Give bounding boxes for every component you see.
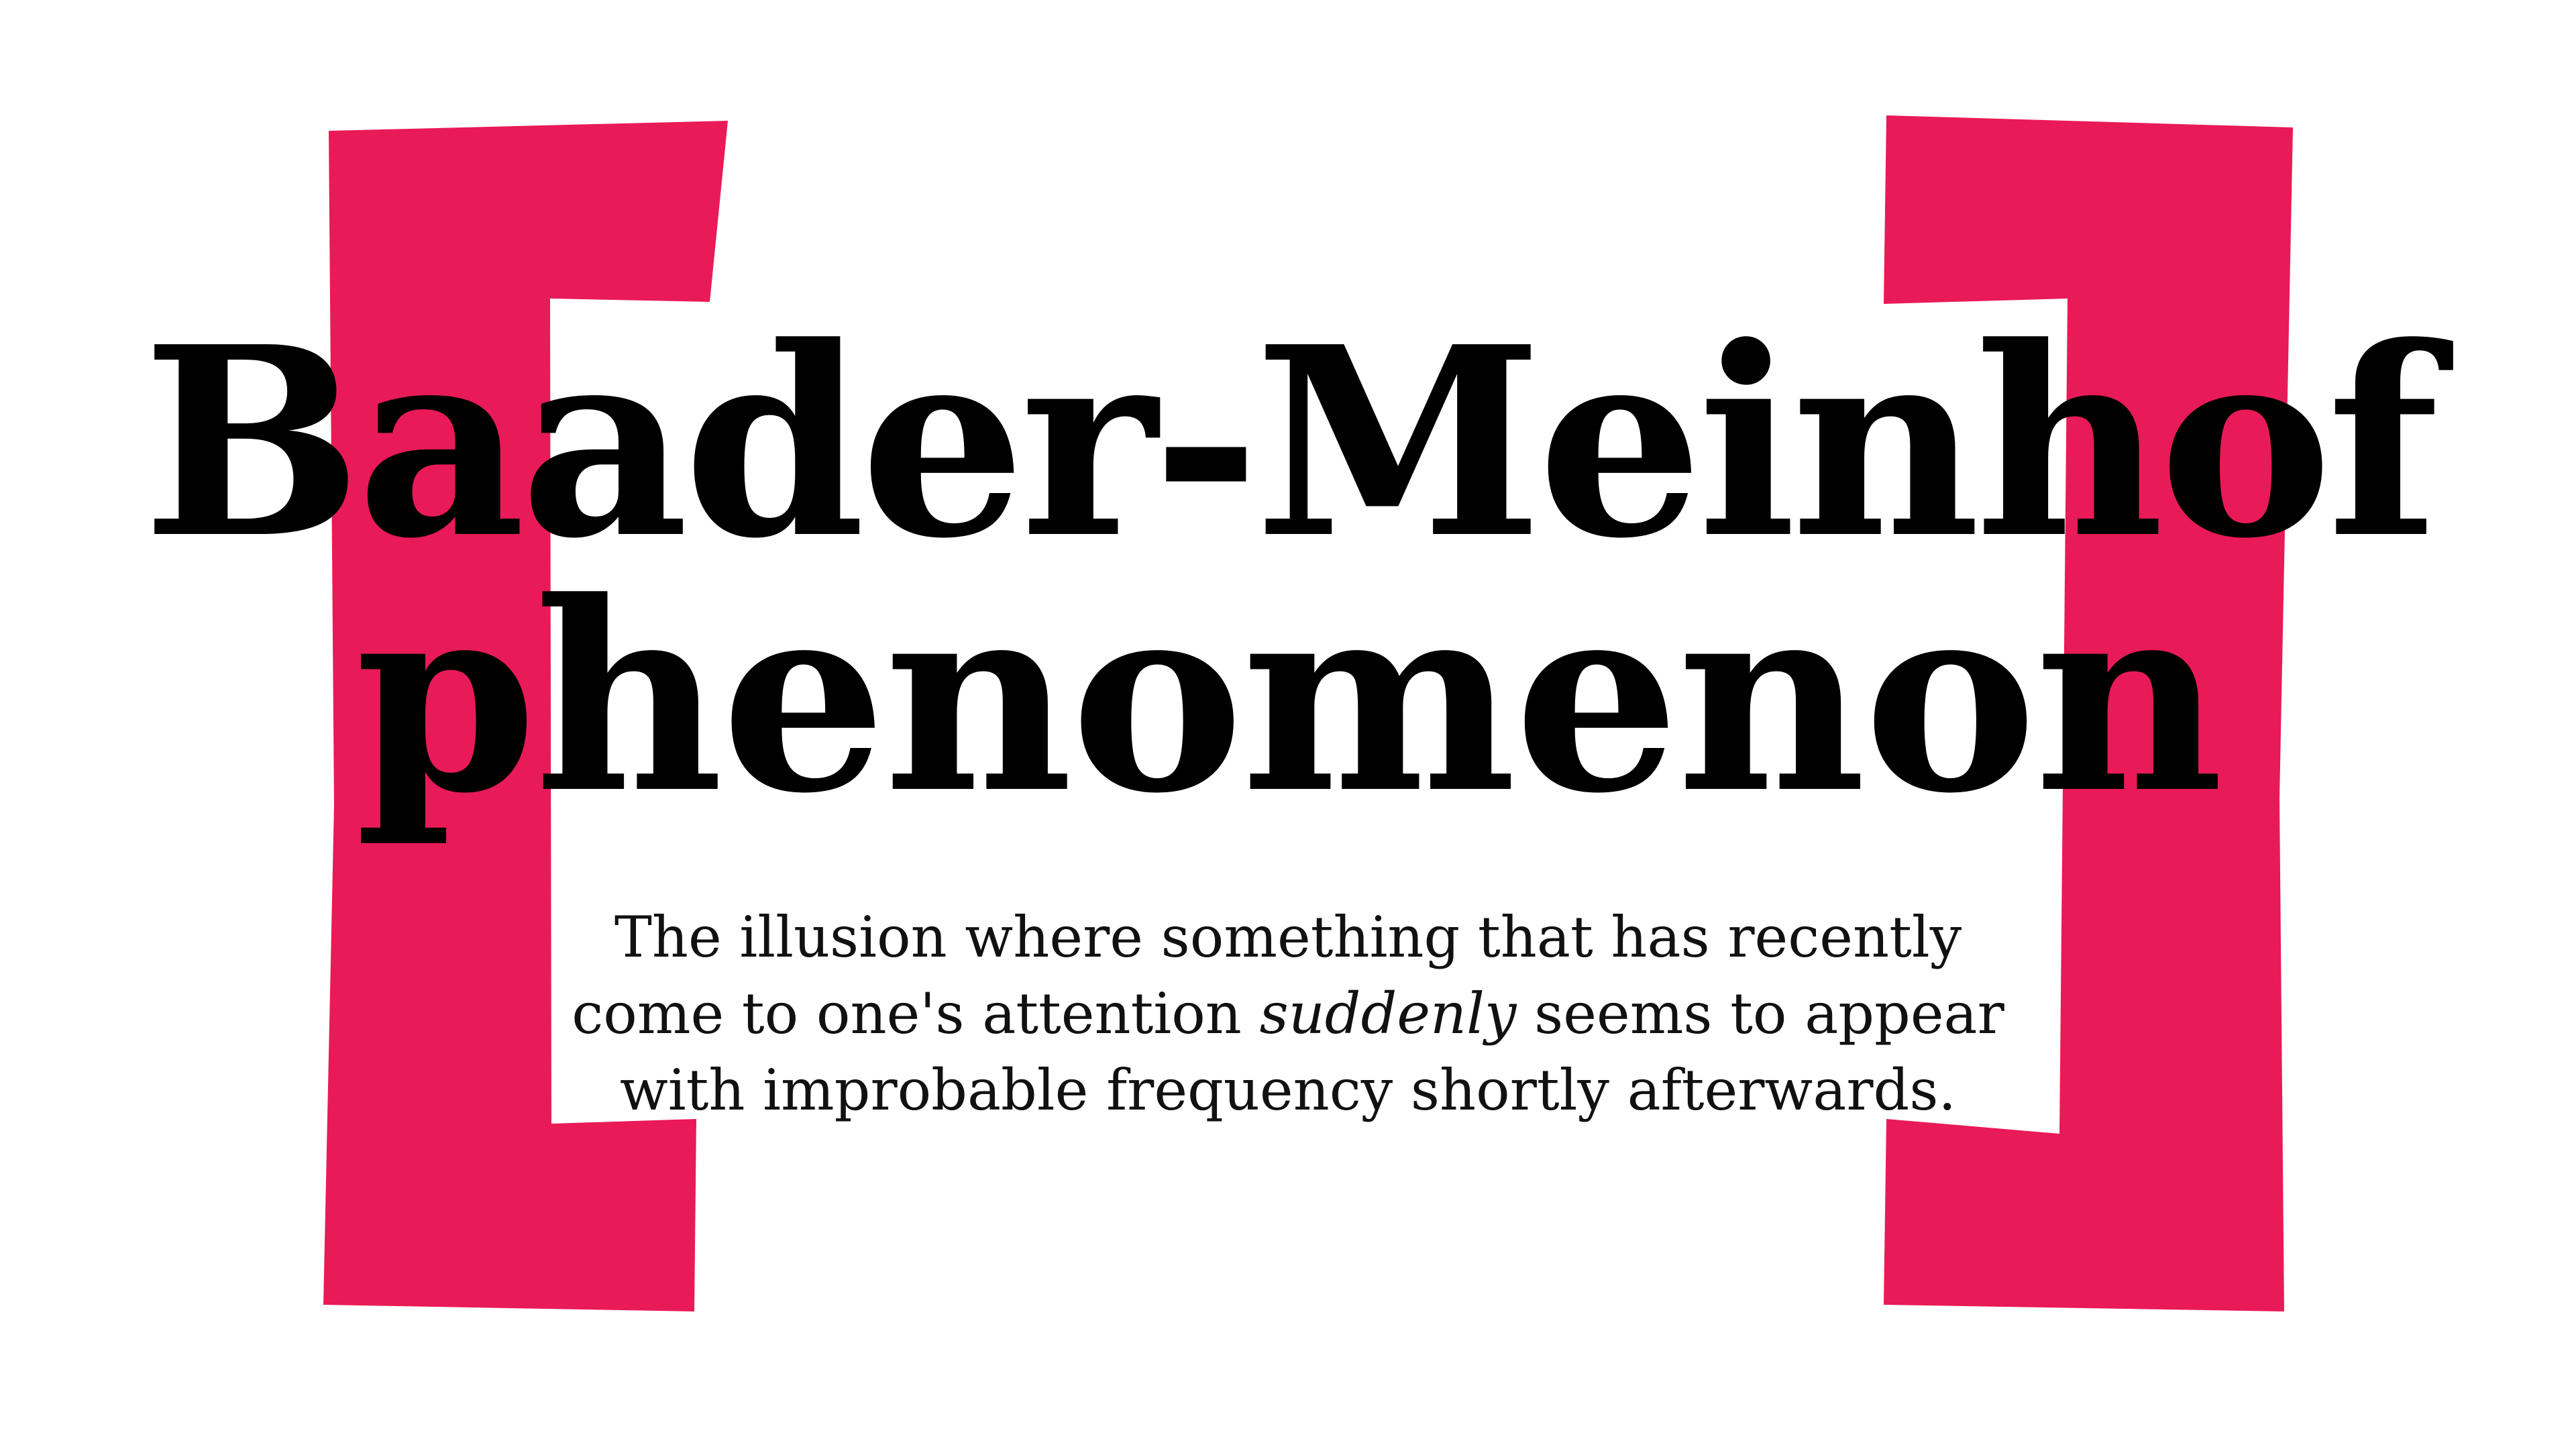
description-text-start: The illusion where something that has re… <box>572 904 1962 1047</box>
headline-line-2: phenomenon <box>355 545 2224 851</box>
headline-line-1: Baader-Meinhof <box>142 290 2439 596</box>
headline: Baader-Meinhof phenomenon <box>0 290 2576 851</box>
description-emphasis: suddenly <box>1259 981 1517 1047</box>
description: The illusion where something that has re… <box>550 899 2026 1129</box>
left-bracket <box>323 121 728 1311</box>
description-text-end: seems to appear with improbable frequenc… <box>619 981 2004 1124</box>
right-bracket <box>1884 115 2293 1311</box>
